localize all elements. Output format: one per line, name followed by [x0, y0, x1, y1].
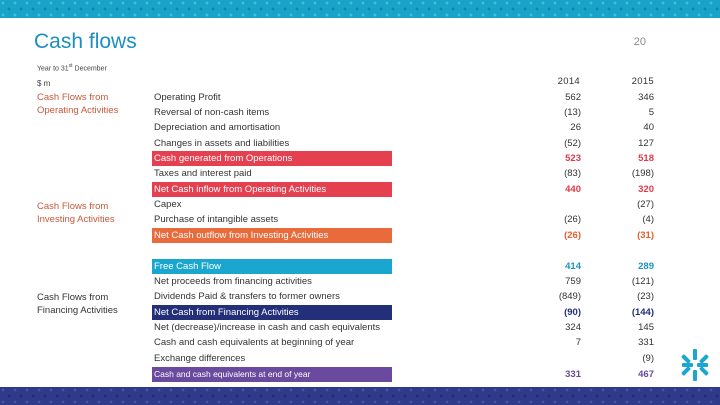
value-2015: 127 [638, 138, 654, 149]
row-label: Dividends Paid & transfers to former own… [154, 291, 340, 302]
value-2014: 440 [565, 184, 581, 195]
value-2014: 26 [570, 122, 581, 133]
table-row: Net proceeds from financing activities 7… [152, 274, 655, 289]
table-row-highlight-financing: Net Cash from Financing Activities (90) … [152, 305, 655, 320]
row-label: Depreciation and amortisation [154, 122, 281, 133]
value-2014: (52) [564, 138, 581, 149]
table-row: Net (decrease)/increase in cash and cash… [152, 320, 655, 335]
value-2015: 467 [638, 369, 654, 380]
table-row: Operating Profit 562 346 [152, 90, 655, 105]
highlight-bar [152, 151, 392, 166]
table-row: Reversal of non-cash items (13) 5 [152, 105, 655, 120]
value-2015: (198) [631, 168, 654, 179]
row-label: Operating Profit [154, 92, 221, 103]
value-2015: (9) [642, 353, 654, 364]
value-2014: 7 [575, 337, 581, 348]
highlight-bar [152, 259, 392, 274]
table-row-highlight-operating: Cash generated from Operations 523 518 [152, 151, 655, 166]
period-subtitle: Year to 31st December [37, 63, 107, 73]
row-label: Changes in assets and liabilities [154, 138, 290, 149]
table-row-highlight-operating-net: Net Cash inflow from Operating Activitie… [152, 182, 655, 197]
value-2015: (27) [637, 199, 654, 210]
table-row: Exchange differences (9) [152, 351, 655, 366]
value-2014: (26) [564, 214, 581, 225]
value-2014: 523 [565, 153, 581, 164]
row-label: Purchase of intangible assets [154, 214, 279, 225]
value-2014: 331 [565, 369, 581, 380]
value-2015: 40 [643, 122, 654, 133]
value-2015: 5 [648, 107, 654, 118]
value-2014: 414 [565, 261, 581, 272]
section-financing: Cash Flows from Financing Activities [37, 292, 118, 316]
unit-label: $ m [37, 79, 51, 88]
row-label: Net (decrease)/increase in cash and cash… [154, 322, 381, 333]
row-label: Capex [154, 199, 182, 210]
value-2014: (83) [564, 168, 581, 179]
row-label: Net Cash inflow from Operating Activitie… [154, 184, 327, 195]
highlight-bar [152, 305, 392, 320]
table-row-highlight-ending: Cash and cash equivalents at end of year… [152, 367, 655, 382]
value-2015: (23) [637, 291, 654, 302]
page-title: Cash flows [34, 30, 137, 53]
table-row: Capex (27) [152, 197, 655, 212]
bottom-decorative-band [0, 387, 720, 405]
value-2015: 289 [638, 261, 654, 272]
value-2014: (90) [564, 307, 581, 318]
value-2014: 562 [565, 92, 581, 103]
year-2015-header: 2015 [631, 76, 654, 87]
table-row-highlight-free-cash: Free Cash Flow 414 289 [152, 259, 655, 274]
table-row: Taxes and interest paid (83) (198) [152, 166, 655, 181]
value-2014: (26) [564, 230, 581, 241]
row-label: Taxes and interest paid [154, 168, 252, 179]
value-2014: 324 [565, 322, 581, 333]
section-operating: Cash Flows from Operating Activities [37, 92, 119, 116]
value-2015: (4) [642, 214, 654, 225]
highlight-bar [152, 367, 392, 382]
value-2015: 346 [638, 92, 654, 103]
row-label: Net Cash outflow from Investing Activiti… [154, 230, 329, 241]
value-2014: 759 [565, 276, 581, 287]
highlight-bar [152, 182, 392, 197]
table-row: Depreciation and amortisation 26 40 [152, 120, 655, 135]
row-label: Cash generated from Operations [154, 153, 293, 164]
table-row: Cash and cash equivalents at beginning o… [152, 335, 655, 350]
row-label: Reversal of non-cash items [154, 107, 270, 118]
top-decorative-band [0, 0, 720, 18]
value-2014: (13) [564, 107, 581, 118]
year-2014-header: 2014 [557, 76, 580, 87]
highlight-bar [152, 228, 392, 243]
company-logo-icon [681, 349, 709, 381]
row-label: Cash and cash equivalents at beginning o… [154, 337, 355, 348]
row-label: Net proceeds from financing activities [154, 276, 312, 287]
row-label: Free Cash Flow [154, 261, 222, 272]
table-row: Purchase of intangible assets (26) (4) [152, 212, 655, 227]
section-investing: Cash Flows from Investing Activities [37, 201, 115, 225]
row-label: Cash and cash equivalents at end of year [154, 369, 311, 379]
value-2015: 331 [638, 337, 654, 348]
value-2015: (121) [631, 276, 654, 287]
table-row: Changes in assets and liabilities (52) 1… [152, 136, 655, 151]
table-row-highlight-investing: Net Cash outflow from Investing Activiti… [152, 228, 655, 243]
row-label: Exchange differences [154, 353, 246, 364]
value-2015: 518 [638, 153, 654, 164]
row-label: Net Cash from Financing Activities [154, 307, 299, 318]
value-2015: (144) [631, 307, 654, 318]
value-2014: (849) [558, 291, 581, 302]
table-row: Dividends Paid & transfers to former own… [152, 289, 655, 304]
value-2015: 320 [638, 184, 654, 195]
value-2015: 145 [638, 322, 654, 333]
page-number: 20 [633, 36, 646, 48]
value-2015: (31) [637, 230, 654, 241]
